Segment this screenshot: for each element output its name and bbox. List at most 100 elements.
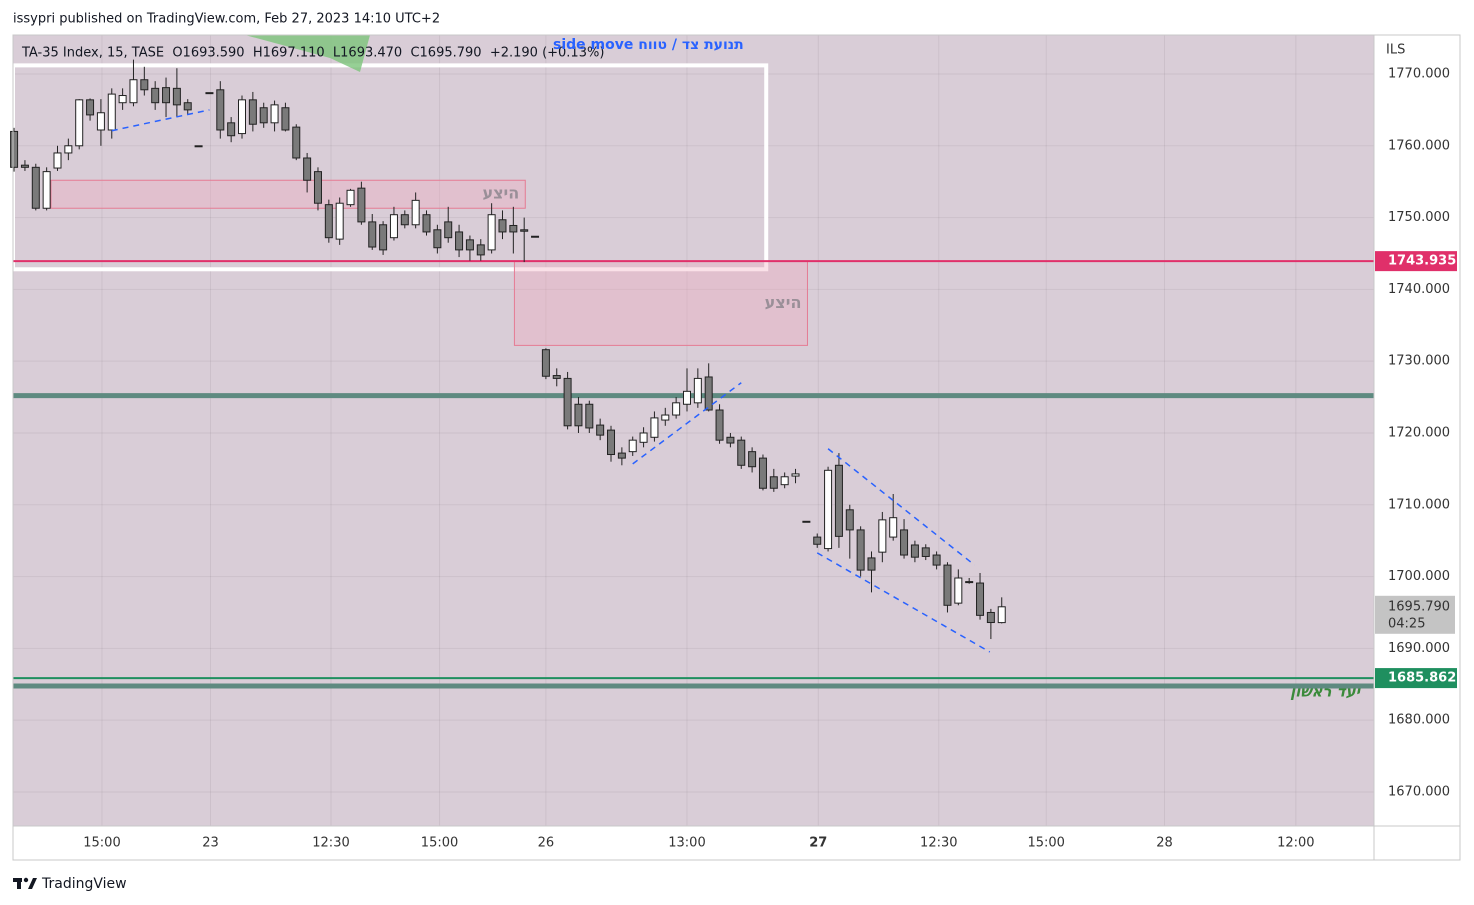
candle-body <box>368 221 377 248</box>
logo-part <box>23 877 29 883</box>
plot-background <box>13 35 1374 826</box>
logo-part <box>28 878 37 889</box>
candle-body <box>986 611 995 624</box>
time-axis <box>13 826 1460 860</box>
annotation: side move תנועת צד / טווח <box>553 37 744 53</box>
candle-body <box>889 517 898 538</box>
candle-body <box>379 224 388 251</box>
candle-body <box>292 126 301 159</box>
x-tick-label: 13:00 <box>668 836 705 851</box>
candle-body <box>813 536 822 545</box>
candle-body <box>194 145 203 148</box>
candle-body <box>520 229 529 232</box>
candle-body <box>769 476 778 489</box>
candle-body <box>834 464 843 537</box>
candle-body <box>86 99 95 116</box>
price-axis <box>1374 35 1460 860</box>
candle-body <box>75 99 84 147</box>
candle-body <box>433 229 442 249</box>
price-line-tag <box>1375 251 1457 272</box>
candle-body <box>238 99 247 135</box>
candle-body <box>726 436 735 444</box>
candle-body <box>140 79 149 91</box>
price-line-label: 1743.935 <box>1388 254 1456 269</box>
candle-body <box>552 375 561 379</box>
currency-label: ILS <box>1386 43 1405 58</box>
candle-body <box>487 214 496 251</box>
candle-body <box>303 157 312 181</box>
candle-body <box>20 164 29 168</box>
candle-body <box>943 564 952 606</box>
candle-body <box>976 582 985 616</box>
candle-body <box>867 557 876 571</box>
y-tick-label: 1670.000 <box>1388 784 1450 799</box>
candle-body <box>107 93 116 131</box>
candle-body <box>585 403 594 429</box>
candle-body <box>856 529 865 571</box>
trendline <box>111 109 210 132</box>
candle-body <box>248 99 257 125</box>
candle-body <box>53 152 62 169</box>
y-tick-label: 1720.000 <box>1388 425 1450 440</box>
countdown-label: 04:25 <box>1388 616 1425 631</box>
candle-body <box>227 122 236 137</box>
candle-body <box>682 390 691 405</box>
candle-body <box>444 221 453 239</box>
candle-body <box>824 469 833 550</box>
x-tick-label: 12:00 <box>1277 836 1314 851</box>
candle-body <box>357 187 366 223</box>
y-tick-label: 1740.000 <box>1388 282 1450 297</box>
zone <box>513 260 808 346</box>
candle-body <box>129 79 138 104</box>
zone <box>50 179 526 209</box>
candle-body <box>31 166 40 209</box>
x-tick-label: 15:00 <box>1027 836 1064 851</box>
candle-body <box>205 92 214 95</box>
candle-body <box>422 214 431 233</box>
candle-body <box>172 87 181 106</box>
candle-body <box>10 130 19 168</box>
logo-part <box>17 878 21 889</box>
candle-body <box>476 244 485 256</box>
footer-logo <box>13 877 37 889</box>
candle-body <box>270 104 279 124</box>
candle-body <box>954 577 963 604</box>
candle-body <box>661 414 670 421</box>
x-tick-label: 27 <box>809 836 827 851</box>
candle-body <box>693 377 702 404</box>
candle-body <box>324 204 333 239</box>
candle-body <box>183 102 192 111</box>
candle-body <box>64 145 73 154</box>
candle-body <box>281 107 290 131</box>
candle-body <box>498 219 507 233</box>
arrow-drawing <box>245 35 370 72</box>
candle-body <box>780 476 789 486</box>
chart-frame <box>12 34 1461 861</box>
candle-body <box>400 214 409 226</box>
x-tick-label: 12:30 <box>920 836 957 851</box>
x-tick-label: 28 <box>1156 836 1173 851</box>
zone-label: היצע <box>482 184 519 203</box>
price-line-label: 1685.862 <box>1388 671 1456 686</box>
x-tick-label: 12:30 <box>312 836 349 851</box>
x-tick-label: 26 <box>538 836 555 851</box>
candle-body <box>389 214 398 239</box>
candle-body <box>639 432 648 443</box>
candle-body <box>910 544 919 558</box>
candle-body <box>650 417 659 438</box>
candle-body <box>151 87 160 104</box>
y-tick-label: 1700.000 <box>1388 569 1450 584</box>
price-line-tag <box>1375 668 1457 689</box>
candle-body <box>96 112 105 131</box>
ohlc-legend: TA-35 Index, 15, TASE O1693.590 H1697.11… <box>21 46 604 61</box>
trendline <box>827 448 976 566</box>
target-label: יעד ראשון <box>1290 683 1362 701</box>
x-tick-label: 15:00 <box>83 836 120 851</box>
y-tick-label: 1710.000 <box>1388 497 1450 512</box>
candle-body <box>42 171 51 209</box>
publish-header: issypri published on TradingView.com, Fe… <box>13 12 440 27</box>
candle-body <box>411 199 420 226</box>
candle-body <box>346 189 355 206</box>
candle-body <box>574 403 583 427</box>
